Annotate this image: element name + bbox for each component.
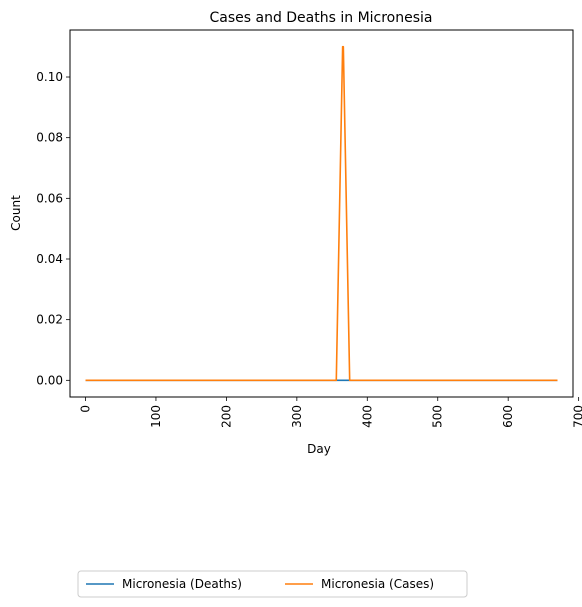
x-tick-label: 400: [360, 405, 374, 428]
legend-frame: [77, 570, 468, 598]
x-axis-label: Day: [307, 442, 331, 456]
chart-title: Cases and Deaths in Micronesia: [209, 10, 432, 26]
x-tick-label: 200: [219, 405, 233, 428]
y-tick-label: 0.06: [36, 191, 63, 205]
legend-label-cases: Micronesia (Cases): [321, 577, 434, 591]
legend-label-deaths: Micronesia (Deaths): [122, 577, 242, 591]
y-tick-label: 0.04: [36, 252, 63, 266]
series-line-cases: [85, 45, 558, 382]
x-tick-label: 700: [572, 405, 582, 428]
y-axis-ticks: 0.00 0.02 0.04 0.06 0.08 0.10: [36, 70, 70, 387]
y-axis-label: Count: [9, 195, 23, 231]
x-tick-label: 0: [78, 405, 92, 413]
x-axis-ticks: 0 100 200 300 400 500 600 700: [78, 397, 582, 428]
plot-frame: [69, 29, 574, 398]
x-tick-label: 500: [431, 405, 445, 428]
x-tick-label: 600: [501, 405, 515, 428]
y-tick-label: 0.00: [36, 373, 63, 387]
y-tick-label: 0.10: [36, 70, 63, 84]
x-tick-label: 300: [290, 405, 304, 428]
y-tick-label: 0.02: [36, 313, 63, 327]
series-layer: [85, 45, 558, 382]
x-tick-label: 100: [149, 405, 163, 428]
y-tick-label: 0.08: [36, 131, 63, 145]
legend: Micronesia (Deaths) Micronesia (Cases): [77, 570, 468, 598]
